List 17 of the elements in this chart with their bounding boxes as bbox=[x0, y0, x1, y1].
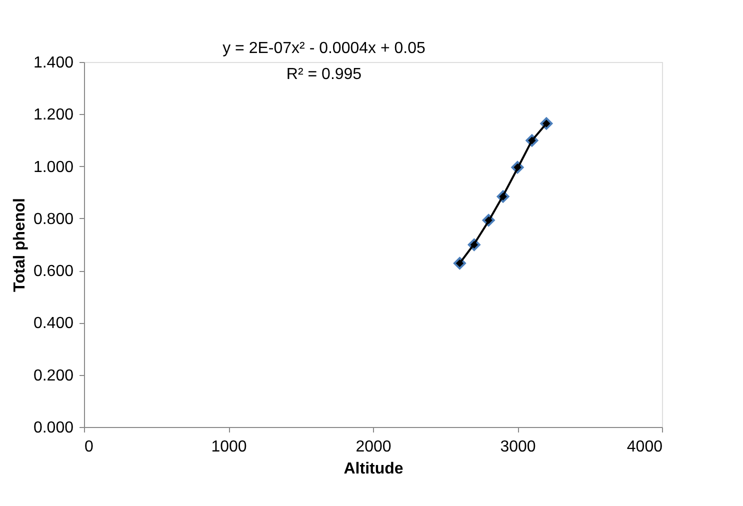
x-tick-label: 3000 bbox=[500, 438, 536, 456]
annotation: R² = 0.995 bbox=[286, 66, 362, 83]
y-tick-label: 0.000 bbox=[33, 420, 74, 436]
x-axis-title: Altitude bbox=[344, 460, 404, 478]
y-axis-title: Total phenol bbox=[11, 198, 28, 292]
y-tick-label: 0.200 bbox=[33, 367, 74, 384]
x-tick-label: 4000 bbox=[626, 438, 663, 456]
y-tick-label: 1.400 bbox=[33, 54, 74, 72]
y-tick-label: 1.000 bbox=[33, 158, 74, 176]
x-tick-label: 1000 bbox=[211, 438, 247, 456]
y-tick-label: 0.800 bbox=[33, 210, 74, 228]
y-tick-label: 1.200 bbox=[33, 106, 74, 124]
y-tick-label: 0.600 bbox=[33, 263, 74, 280]
x-tick-label: 2000 bbox=[356, 438, 392, 456]
text: y = 2E-07x² - 0.0004x + 0.05 bbox=[222, 40, 426, 57]
x-tick-label: 0 bbox=[84, 438, 94, 456]
y-tick-label: 0.400 bbox=[33, 315, 74, 332]
